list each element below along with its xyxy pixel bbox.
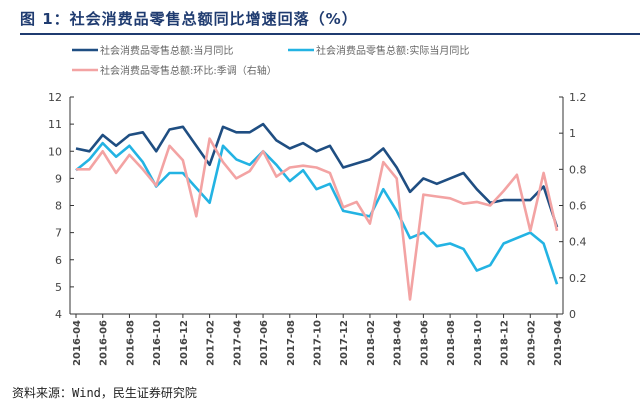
line-chart: 4 5 6 7 8 9 10 11 12 0 0.2 0.4 0.6 0.8 1 1.2 2016-04 2016… — [48, 44, 587, 366]
right-tick-label: 1 — [569, 127, 576, 140]
x-tick-label: 2017-08 — [286, 320, 297, 366]
right-tick-label: 0 — [569, 308, 576, 321]
series-line-2 — [76, 137, 559, 301]
right-tick-label: 1.2 — [569, 91, 587, 104]
x-tick-label: 2017-12 — [339, 320, 350, 366]
x-tick-label: 2016-06 — [99, 320, 110, 366]
left-tick-label: 7 — [55, 227, 62, 240]
x-tick-label: 2017-10 — [313, 320, 324, 366]
left-tick-label: 6 — [55, 254, 62, 267]
left-tick-label: 9 — [55, 172, 62, 185]
x-tick-label: 2017-04 — [232, 320, 243, 366]
x-tick-label: 2018-02 — [366, 320, 377, 366]
x-tick-label: 2016-12 — [179, 320, 190, 366]
right-tick-label: 0.4 — [569, 236, 587, 249]
x-tick-label: 2016-04 — [72, 320, 83, 366]
figure-title: 图 1：社会消费品零售总额同比增速回落（%） — [20, 10, 358, 28]
x-tick-label: 2017-06 — [259, 320, 270, 366]
x-tick-label: 2019-04 — [553, 320, 564, 366]
x-tick-label: 2018-04 — [393, 320, 404, 366]
x-tick-label: 2019-02 — [526, 320, 537, 366]
left-tick-label: 11 — [48, 118, 62, 131]
left-tick-label: 8 — [55, 200, 62, 213]
right-tick-label: 0.2 — [569, 272, 587, 285]
series-line-1 — [75, 141, 559, 285]
x-tick-label: 2018-08 — [446, 320, 457, 366]
left-tick-label: 10 — [48, 145, 62, 158]
right-tick-label: 0.8 — [569, 163, 587, 176]
legend-label: 社会消费品零售总额:环比:季调（右轴） — [100, 64, 277, 77]
x-tick-label: 2016-08 — [125, 320, 136, 366]
legend-label: 社会消费品零售总额:当月同比 — [100, 44, 233, 57]
x-tick-label: 2018-10 — [473, 320, 484, 366]
right-tick-label: 0.6 — [569, 200, 587, 213]
left-tick-label: 4 — [55, 308, 62, 321]
left-tick-label: 5 — [55, 281, 62, 294]
x-tick-label: 2016-10 — [152, 320, 163, 366]
x-tick-label: 2017-02 — [206, 320, 217, 366]
source-note: 资料来源：Wind，民生证券研究院 — [12, 386, 197, 400]
legend-label: 社会消费品零售总额:实际当月同比 — [316, 44, 469, 57]
series-line-0 — [75, 122, 559, 228]
title-divider — [20, 33, 640, 35]
left-tick-label: 12 — [48, 91, 62, 104]
x-tick-label: 2018-12 — [500, 320, 511, 366]
x-tick-label: 2018-06 — [419, 320, 430, 366]
